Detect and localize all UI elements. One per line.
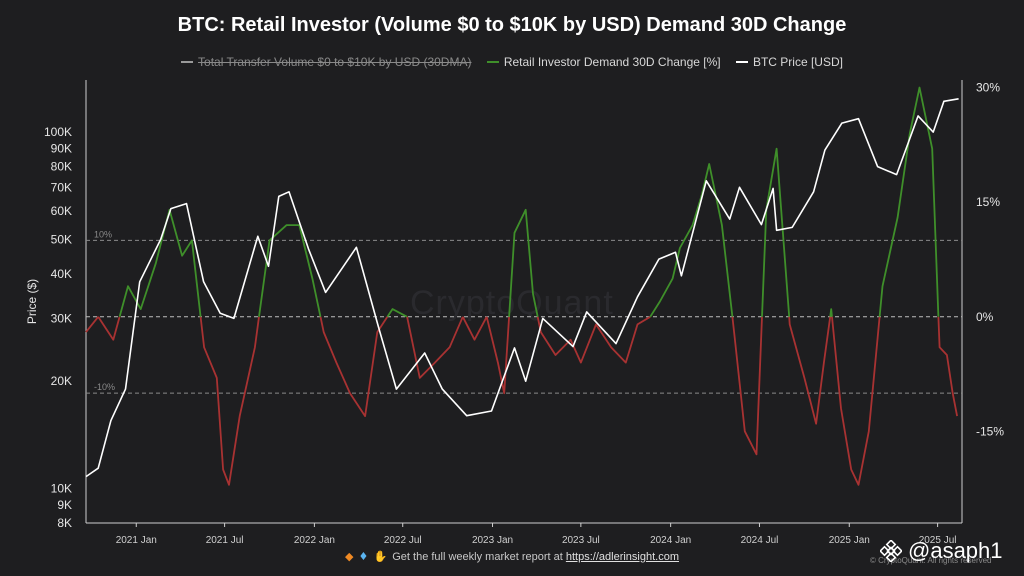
footer: ◆ ♦ ✋ Get the full weekly market report … bbox=[0, 550, 1024, 563]
hands-icon: ✋ bbox=[373, 550, 388, 563]
y-left-tick-label: 80K bbox=[51, 160, 72, 174]
chart-legend: Total Transfer Volume $0 to $10K by USD … bbox=[0, 52, 1024, 69]
gem-icon: ♦ bbox=[358, 550, 369, 563]
demand-line-negative bbox=[788, 316, 832, 425]
x-tick-label: 2023 Jan bbox=[472, 535, 513, 546]
y-right-tick-label: 15% bbox=[976, 195, 1000, 209]
demand-line-negative bbox=[461, 316, 488, 341]
footer-link[interactable]: https://adlerinsight.com bbox=[565, 551, 679, 563]
copyright-text: © CryptoQuant. All rights reserved bbox=[870, 556, 992, 565]
legend-item-volume[interactable]: Total Transfer Volume $0 to $10K by USD … bbox=[181, 55, 471, 69]
demand-line-negative bbox=[85, 316, 99, 333]
binance-logo-icon bbox=[880, 540, 902, 562]
y-left-tick-label: 40K bbox=[51, 267, 72, 281]
demand-line-negative bbox=[485, 316, 510, 395]
demand-line-positive bbox=[386, 308, 408, 318]
demand-line-positive bbox=[829, 308, 833, 317]
y-left-axis-title: Price ($) bbox=[25, 279, 39, 324]
demand-line-positive bbox=[649, 163, 734, 318]
y-left-tick-label: 30K bbox=[51, 311, 72, 325]
demand-line-negative bbox=[831, 316, 881, 486]
y-right-tick-label: 0% bbox=[976, 310, 994, 324]
y-left-tick-label: 20K bbox=[51, 374, 72, 388]
y-left-tick-label: 8K bbox=[57, 516, 72, 530]
x-tick-label: 2024 Jan bbox=[650, 535, 691, 546]
legend-swatch-volume bbox=[181, 61, 194, 63]
y-left-tick-label: 50K bbox=[51, 232, 72, 246]
reference-line-label: 10% bbox=[94, 229, 112, 239]
demand-line-positive bbox=[878, 86, 940, 317]
brand-badge: @asaph1 bbox=[880, 538, 1003, 564]
chart-title: BTC: Retail Investor (Volume $0 to $10K … bbox=[177, 14, 847, 36]
y-left-tick-label: 90K bbox=[51, 141, 72, 155]
diamond-orange-icon: ◆ bbox=[345, 550, 354, 563]
y-right-tick-label: 30% bbox=[976, 81, 1000, 95]
brand-handle: @asaph1 bbox=[908, 538, 1003, 563]
demand-line-negative bbox=[319, 316, 389, 417]
legend-swatch-price bbox=[735, 61, 748, 63]
x-tick-label: 2021 Jan bbox=[116, 535, 157, 546]
legend-swatch-demand bbox=[486, 61, 499, 63]
demand-line-negative bbox=[199, 316, 260, 486]
x-tick-label: 2022 Jul bbox=[384, 535, 422, 546]
footer-text: Get the full weekly market report at bbox=[392, 551, 563, 563]
demand-line-negative bbox=[406, 316, 464, 379]
y-left-tick-label: 10K bbox=[51, 481, 72, 495]
legend-label-volume: Total Transfer Volume $0 to $10K by USD … bbox=[198, 55, 472, 69]
demand-line-negative bbox=[97, 316, 121, 341]
demand-line-positive bbox=[761, 147, 791, 317]
x-tick-label: 2022 Jan bbox=[294, 535, 335, 546]
demand-line-positive bbox=[508, 208, 539, 317]
btc-price-line bbox=[85, 98, 959, 478]
demand-line-positive bbox=[258, 224, 322, 317]
y-left-tick-label: 100K bbox=[44, 125, 72, 139]
demand-line-positive bbox=[118, 208, 202, 318]
demand-line-negative bbox=[731, 316, 763, 456]
legend-label-demand: Retail Investor Demand 30D Change [%] bbox=[503, 55, 721, 69]
y-right-tick-label: -15% bbox=[976, 424, 1004, 438]
legend-item-demand[interactable]: Retail Investor Demand 30D Change [%] bbox=[486, 55, 721, 69]
x-tick-label: 2023 Jul bbox=[562, 535, 600, 546]
demand-line-negative bbox=[536, 316, 651, 364]
demand-line-negative bbox=[937, 316, 958, 417]
reference-line-label: -10% bbox=[94, 382, 115, 392]
legend-label-price: BTC Price [USD] bbox=[752, 55, 843, 69]
y-left-tick-label: 70K bbox=[51, 180, 72, 194]
x-tick-label: 2025 Jan bbox=[829, 535, 870, 546]
x-tick-label: 2025 Jul bbox=[919, 535, 957, 546]
x-tick-label: 2024 Jul bbox=[741, 535, 779, 546]
legend-item-price[interactable]: BTC Price [USD] bbox=[735, 55, 843, 69]
x-tick-label: 2021 Jul bbox=[206, 535, 244, 546]
y-left-tick-label: 60K bbox=[51, 204, 72, 218]
y-left-tick-label: 9K bbox=[57, 498, 72, 512]
